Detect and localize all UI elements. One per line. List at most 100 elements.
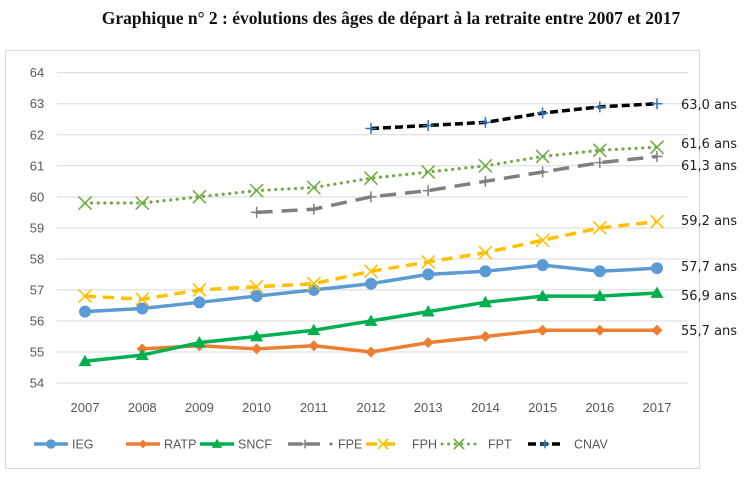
data-point: [306, 276, 321, 291]
data-point: [365, 277, 377, 290]
legend-item-cnav: CNAV: [528, 438, 608, 452]
legend-marker: [138, 439, 148, 449]
data-point: [537, 107, 549, 119]
data-point: [135, 292, 150, 307]
x-tick-label: 2008: [128, 400, 157, 415]
data-point: [422, 337, 434, 349]
end-label-ratp: 55,7 ans: [681, 324, 737, 339]
y-tick-label: 64: [30, 65, 44, 80]
data-point: [192, 336, 206, 348]
legend: IEG RATP SNCF FPE FPH FPT CNAV: [34, 438, 608, 452]
end-label-bg: [703, 212, 751, 228]
legend-item-fpe: FPE: [288, 438, 362, 452]
data-point: [363, 171, 379, 186]
data-point: [308, 203, 320, 215]
data-point: [535, 233, 550, 248]
legend-label: SNCF: [238, 438, 272, 452]
gridlines: [57, 72, 688, 384]
data-point: [135, 195, 150, 211]
legend-marker: [377, 438, 389, 450]
data-point: [536, 289, 550, 301]
data-point: [136, 302, 149, 315]
data-point: [421, 254, 436, 270]
data-point: [192, 282, 207, 297]
y-tick-label: 60: [30, 189, 44, 204]
legend-marker: [211, 438, 223, 448]
data-point: [249, 183, 264, 198]
end-label-bg: [703, 287, 751, 303]
data-point: [364, 314, 378, 326]
series-ieg: [79, 259, 663, 318]
data-point: [649, 214, 665, 229]
data-point: [649, 140, 665, 155]
data-point: [478, 158, 493, 173]
data-point: [308, 340, 320, 352]
data-point: [651, 324, 663, 336]
x-tick-label: 2012: [357, 400, 386, 415]
series-fpt: [77, 140, 665, 211]
x-axis-ticks: 2007 2008 2009 2010 2011 2012 2013 2014 2015 2016…: [71, 400, 672, 415]
series-line: [370, 101, 658, 131]
data-point: [593, 265, 606, 278]
series-fpe: [251, 150, 663, 218]
legend-marker: [300, 439, 310, 449]
data-point: [421, 305, 435, 317]
data-point: [536, 259, 549, 272]
data-point: [478, 295, 492, 308]
data-point: [421, 164, 436, 180]
legend-label: FPE: [338, 438, 362, 452]
series-line: [256, 154, 658, 215]
data-point: [422, 268, 435, 281]
y-tick-label: 57: [30, 282, 44, 297]
data-point: [651, 98, 663, 110]
data-point: [135, 348, 149, 360]
series-line: [142, 328, 657, 354]
x-tick-label: 2016: [585, 400, 614, 415]
data-point: [479, 175, 491, 187]
legend-item-ratp: RATP: [126, 438, 196, 452]
end-label-bg: [703, 96, 751, 112]
data-point: [479, 116, 491, 128]
data-point: [365, 123, 377, 135]
legend-item-fph: FPH: [366, 438, 437, 452]
data-point: [363, 264, 379, 279]
chart-frame: [5, 50, 700, 469]
chart-title: Graphique n° 2 : évolutions des âges de …: [101, 8, 681, 28]
legend-item-fpt: FPT: [440, 438, 512, 452]
y-tick-label: 63: [30, 96, 44, 111]
legend-marker: [46, 439, 56, 449]
data-point: [250, 290, 263, 303]
end-label-bg: [703, 157, 751, 173]
end-label-bg: [703, 322, 751, 338]
data-point: [594, 157, 606, 169]
y-tick-label: 54: [30, 376, 44, 391]
data-point: [535, 149, 550, 164]
legend-marker: [540, 439, 550, 449]
data-point: [365, 191, 377, 203]
end-labels: 57,7 ans 55,7 ans 56,9 ans 61,3 ans 59,2 ans…: [681, 96, 751, 339]
data-point: [307, 283, 320, 296]
data-point: [251, 206, 263, 218]
data-point: [250, 329, 264, 342]
data-point: [77, 289, 93, 304]
end-label-bg: [703, 258, 751, 274]
data-point: [422, 119, 434, 131]
end-label-sncf: 56,9 ans: [681, 289, 737, 304]
x-tick-label: 2014: [471, 400, 500, 415]
data-point: [594, 324, 606, 336]
legend-marker: [453, 438, 465, 450]
x-tick-label: 2013: [414, 400, 443, 415]
data-point: [78, 354, 92, 367]
end-label-fph: 59,2 ans: [681, 214, 737, 229]
end-label-cnav: 63,0 ans: [681, 98, 737, 113]
data-point: [651, 262, 663, 275]
y-tick-label: 58: [30, 251, 44, 266]
legend-item-ieg: IEG: [34, 438, 94, 452]
end-label-bg: [703, 135, 751, 151]
legend-label: RATP: [164, 438, 196, 452]
data-point: [479, 265, 492, 278]
data-point: [79, 305, 91, 318]
legend-label: FPH: [412, 438, 437, 452]
data-point: [306, 180, 321, 195]
